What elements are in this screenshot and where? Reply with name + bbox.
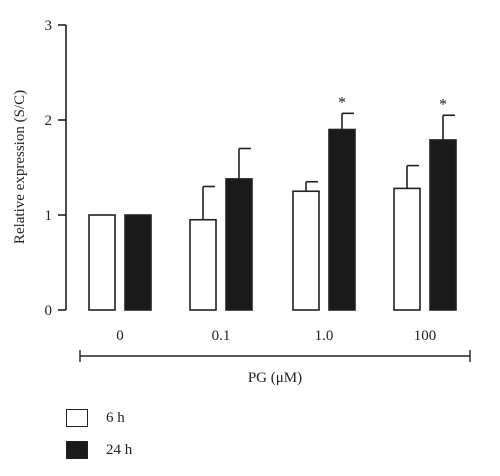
bar-6h-100 xyxy=(393,187,421,311)
bar-24h-1.0 xyxy=(328,128,356,311)
y-tick-label: 3 xyxy=(45,18,53,34)
x-tick-label: 0 xyxy=(116,328,124,344)
legend-label-24h: 24 h xyxy=(106,441,133,458)
x-tick-label: 0.1 xyxy=(212,328,231,344)
legend-item-6h: 6 h xyxy=(66,407,132,429)
bar-6h-0.1 xyxy=(189,218,217,311)
axis-labels: Relative expression (S/C) PG (μM) xyxy=(12,90,302,386)
x-axis-title: PG (μM) xyxy=(248,370,302,386)
legend-swatch-6h xyxy=(66,409,88,427)
legend-swatch-24h xyxy=(66,441,88,459)
bar-24h-100 xyxy=(429,139,457,311)
legend-item-24h: 24 h xyxy=(66,439,132,461)
legend: 6 h 24 h xyxy=(66,407,132,471)
bar-6h-1.0 xyxy=(292,190,320,311)
x-tick-label: 1.0 xyxy=(315,328,334,344)
y-tick-label: 2 xyxy=(45,113,53,129)
bar-24h-0 xyxy=(124,214,152,311)
bar-6h-0 xyxy=(88,214,116,311)
y-tick-label: 1 xyxy=(45,208,53,224)
bar-24h-0.1 xyxy=(225,178,253,311)
bars: * * xyxy=(88,94,457,311)
significance-marker: * xyxy=(338,94,346,111)
legend-label-6h: 6 h xyxy=(106,409,125,426)
y-tick-label: 0 xyxy=(45,303,53,319)
axes: 0 1 2 3 0 0.1 1.0 100 xyxy=(45,18,471,362)
significance-marker: * xyxy=(439,96,447,113)
x-tick-label: 100 xyxy=(414,328,437,344)
y-axis-title: Relative expression (S/C) xyxy=(12,90,28,244)
